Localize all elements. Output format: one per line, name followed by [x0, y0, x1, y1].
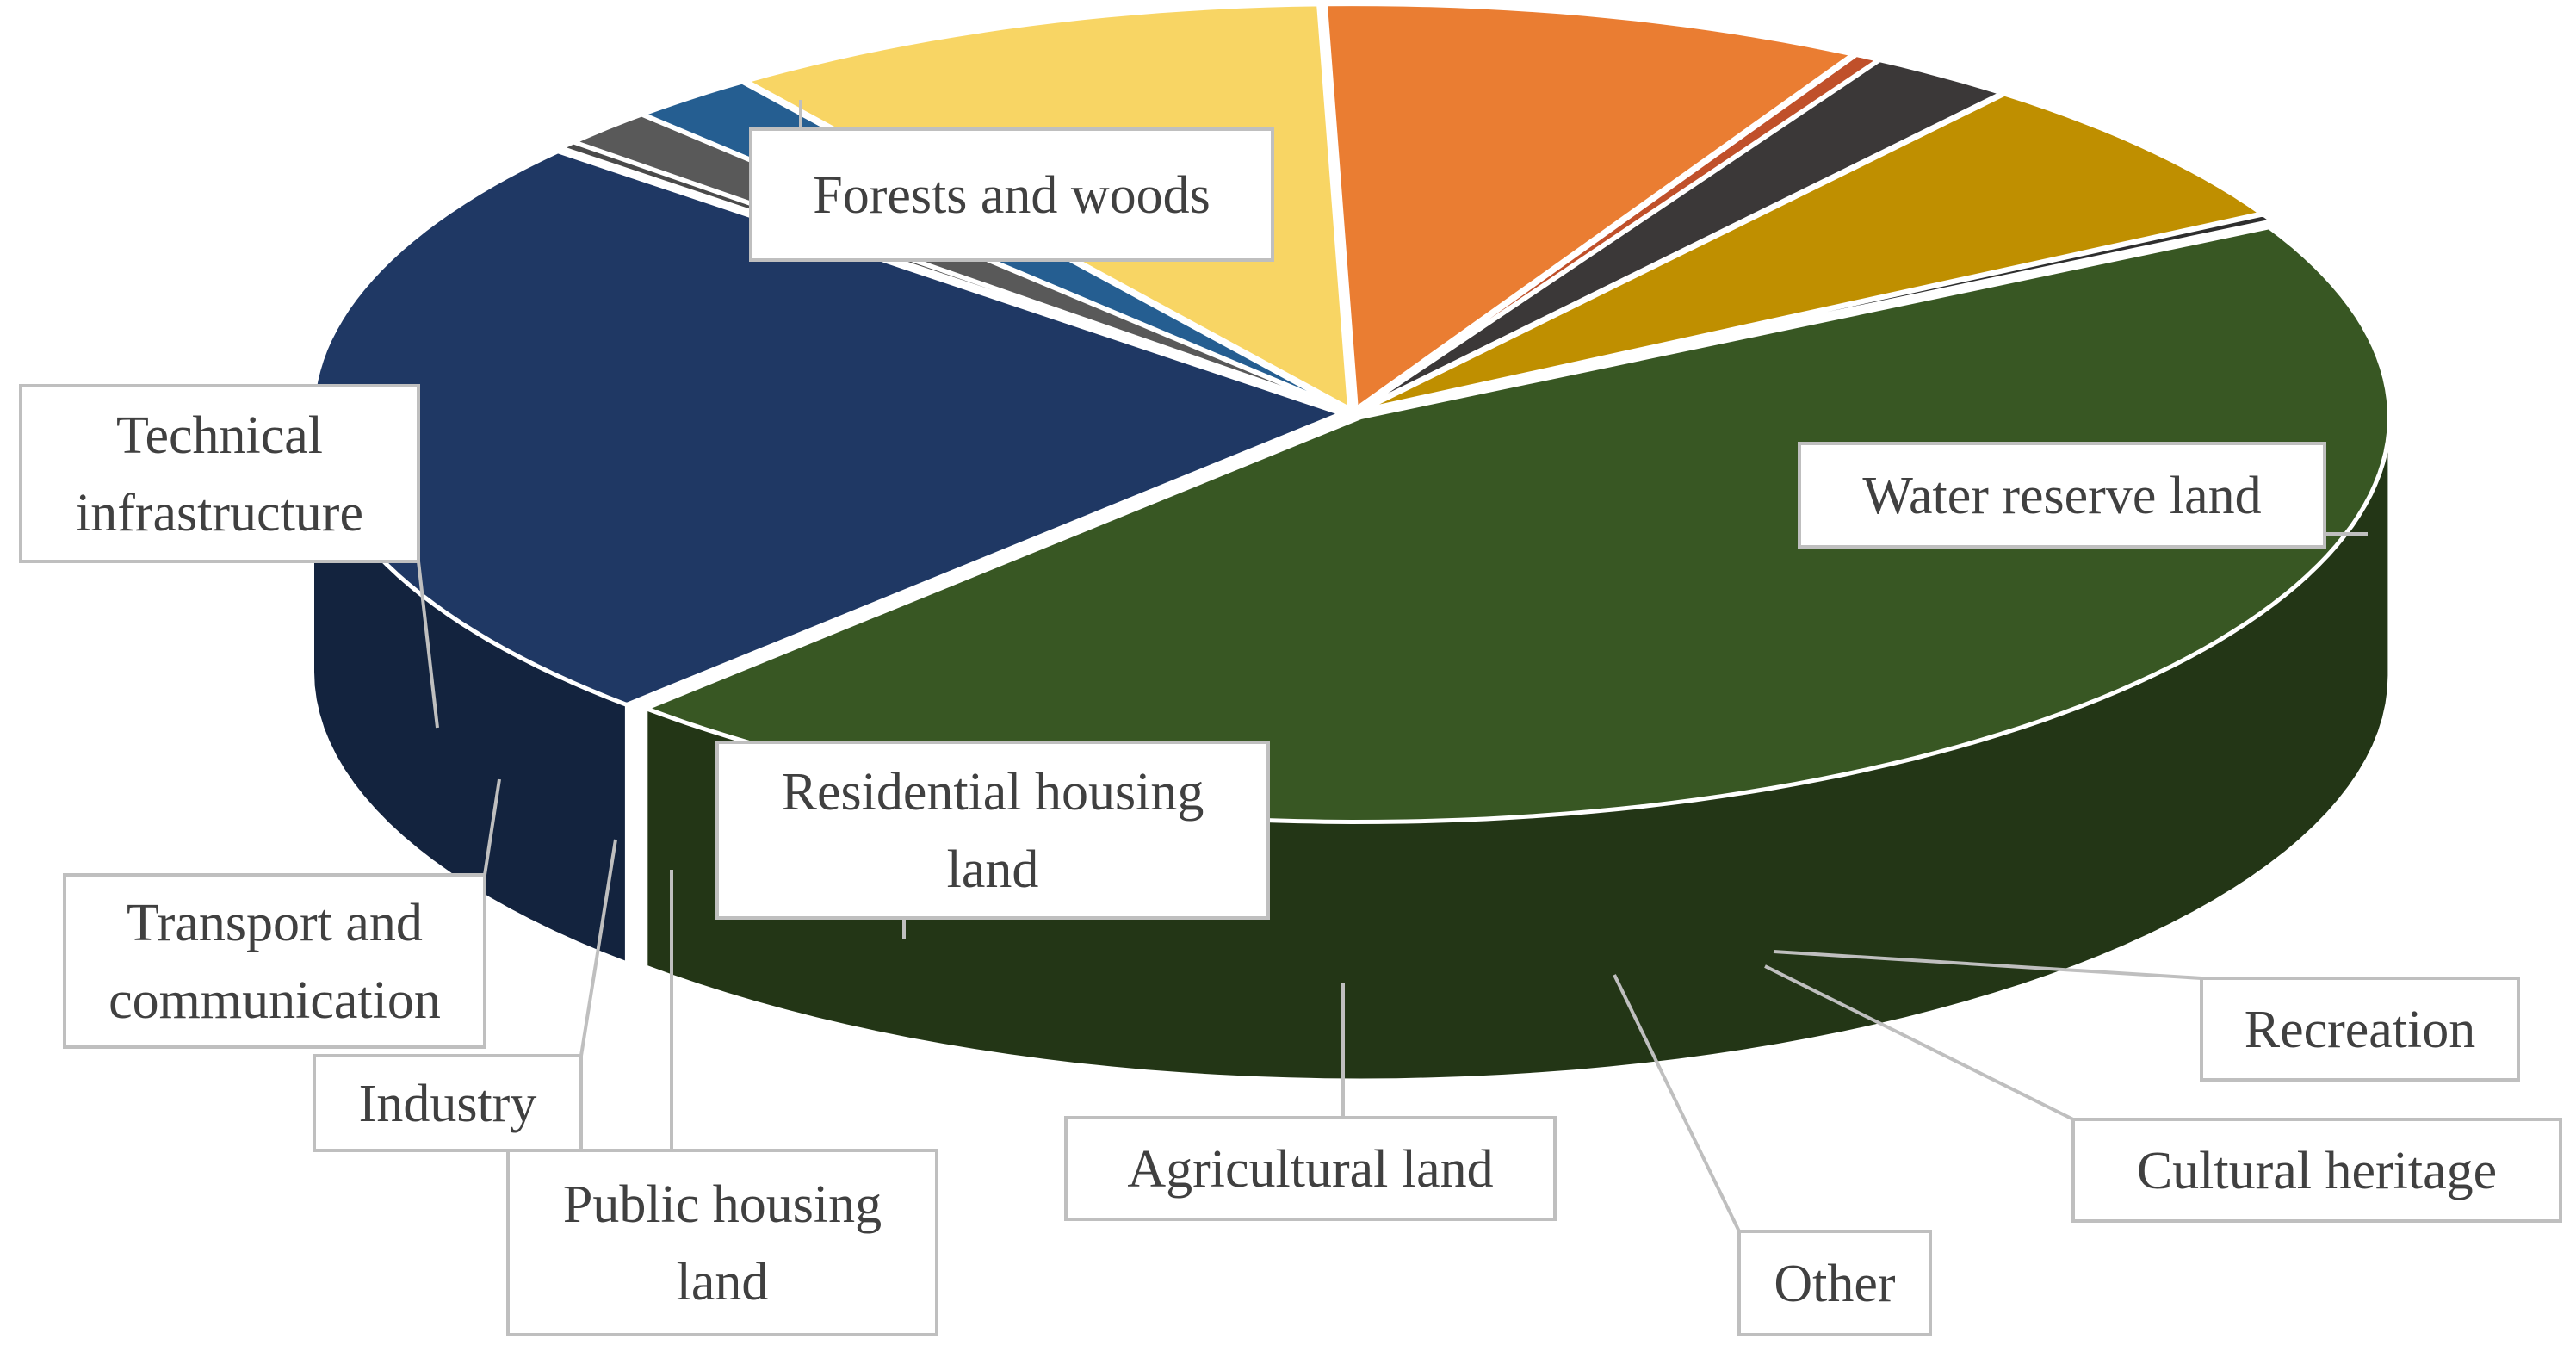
label-other: Other	[1737, 1230, 1932, 1336]
slice-technical-infrastructure	[1361, 212, 2275, 413]
label-text-public-housing-land: Public housing land	[563, 1175, 882, 1311]
label-residential-housing-land: Residential housing land	[715, 741, 1270, 920]
label-box-recreation	[2200, 976, 2520, 1082]
label-box-cultural-heritage	[2071, 1118, 2562, 1223]
label-box-residential-housing-land	[715, 741, 1270, 920]
slice-industry	[1358, 58, 2004, 412]
label-text-technical-infrastructure: Technical infrastructure	[76, 406, 363, 542]
label-water-reserve-land: Water reserve land	[1798, 442, 2326, 549]
leader-other	[1613, 974, 1741, 1232]
leader-recreation	[1773, 950, 2202, 980]
label-box-forests-and-woods	[749, 127, 1274, 262]
label-box-transport-and-communication	[63, 873, 486, 1049]
label-text-agricultural-land: Agricultural land	[1127, 1140, 1493, 1199]
slice-transport-and-communication	[1360, 91, 2264, 412]
label-text-industry: Industry	[359, 1075, 537, 1133]
label-text-recreation: Recreation	[2245, 1001, 2476, 1059]
label-cultural-heritage: Cultural heritage	[2071, 1118, 2562, 1223]
label-box-water-reserve-land	[1798, 442, 2326, 549]
data-labels: Forests and woods Water reserve land Recre…	[19, 127, 2562, 1336]
label-industry: Industry	[313, 1054, 583, 1152]
label-text-water-reserve-land: Water reserve land	[1862, 467, 2261, 525]
label-box-agricultural-land	[1064, 1116, 1557, 1221]
pie-slices	[310, 2, 2392, 824]
leader-technical-infrastructure	[417, 561, 439, 728]
label-text-forests-and-woods: Forests and woods	[813, 166, 1211, 225]
label-text-cultural-heritage: Cultural heritage	[2137, 1142, 2497, 1200]
leader-lines	[417, 100, 2368, 1232]
leader-transport-and-communication	[483, 778, 501, 876]
label-text-other: Other	[1774, 1255, 1896, 1313]
label-agricultural-land: Agricultural land	[1064, 1116, 1557, 1221]
leader-industry	[579, 839, 617, 1057]
label-technical-infrastructure: Technical infrastructure	[19, 384, 420, 563]
leader-cultural-heritage	[1764, 964, 2074, 1121]
label-forests-and-woods: Forests and woods	[749, 127, 1274, 262]
label-text-residential-housing-land: Residential housing land	[782, 763, 1204, 899]
label-public-housing-land: Public housing land	[506, 1149, 938, 1336]
label-box-other	[1737, 1230, 1932, 1336]
label-box-technical-infrastructure	[19, 384, 420, 563]
label-text-transport-and-communication: Transport and communication	[108, 894, 441, 1030]
label-box-industry	[313, 1054, 583, 1152]
slice-residential-housing-land	[1322, 2, 1855, 412]
label-box-public-housing-land	[506, 1149, 938, 1336]
label-recreation: Recreation	[2200, 976, 2520, 1082]
label-transport-and-communication: Transport and communication	[63, 873, 486, 1049]
